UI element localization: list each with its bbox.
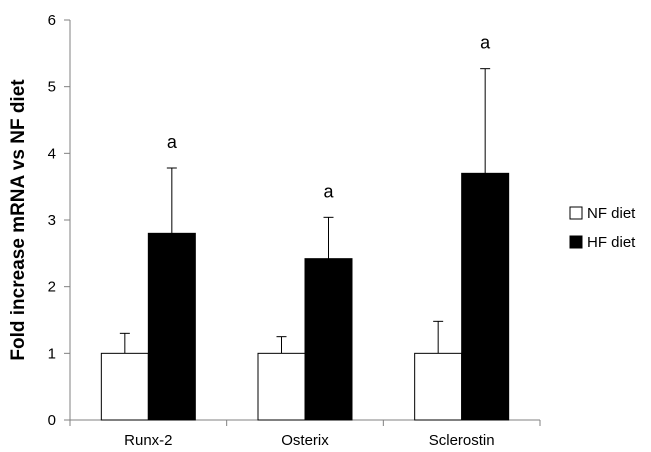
- bar: [100, 352, 149, 421]
- legend-swatch: [569, 206, 583, 220]
- legend-swatch: [569, 235, 583, 249]
- y-tick-label: 6: [48, 12, 56, 29]
- bar: [461, 172, 510, 421]
- bar: [414, 352, 463, 421]
- bars: a a a: [100, 33, 510, 421]
- y-tick-label: 0: [48, 412, 56, 429]
- y-tick-label: 3: [48, 212, 56, 229]
- y-tick-label: 4: [48, 145, 56, 162]
- x-category-label: Runx-2: [124, 432, 172, 449]
- bar: [147, 232, 196, 421]
- y-axis-title: Fold increase mRNA vs NF diet: [8, 79, 29, 361]
- significance-label: a: [480, 33, 491, 53]
- legend-label: NF diet: [587, 205, 636, 222]
- legend-label: HF diet: [587, 234, 636, 251]
- bar: [257, 352, 306, 421]
- y-tick-label: 5: [48, 79, 56, 96]
- significance-label: a: [167, 132, 178, 152]
- y-axis: 0 1 2 3 4 5 6: [48, 12, 71, 429]
- x-category-label: Osterix: [281, 432, 329, 449]
- x-category-label: Sclerostin: [429, 432, 495, 449]
- significance-label: a: [323, 181, 334, 201]
- y-tick-label: 2: [48, 279, 56, 296]
- legend: NF diet HF diet: [569, 205, 636, 251]
- bar: [304, 258, 353, 421]
- y-tick-label: 1: [48, 345, 56, 362]
- x-axis: Runx-2 Osterix Sclerostin: [69, 419, 541, 449]
